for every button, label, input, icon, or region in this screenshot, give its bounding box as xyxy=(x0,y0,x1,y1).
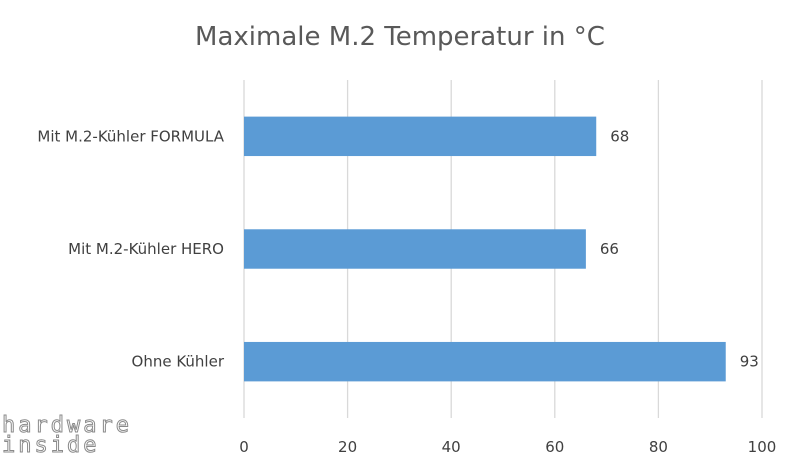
chart-title: Maximale M.2 Temperatur in °C xyxy=(195,22,605,52)
category-label: Mit M.2-Kühler FORMULA xyxy=(37,127,224,145)
x-tick-label: 20 xyxy=(338,438,357,456)
watermark-line-1: hardware xyxy=(2,413,132,438)
watermark-line-2: inside xyxy=(2,433,100,458)
labels: 0 20 40 60 80 100 Mit M.2-Kühler FORMULA 68 Mit … xyxy=(37,127,776,456)
category-label: Mit M.2-Kühler HERO xyxy=(68,240,224,258)
x-tick-label: 80 xyxy=(649,438,668,456)
x-tick-label: 60 xyxy=(545,438,564,456)
data-label: 93 xyxy=(740,353,759,371)
bar xyxy=(244,116,597,157)
x-tick-label: 0 xyxy=(239,438,249,456)
bar xyxy=(244,229,586,269)
data-label: 66 xyxy=(600,240,619,258)
bars xyxy=(244,116,726,382)
category-label: Ohne Kühler xyxy=(132,353,225,371)
bar xyxy=(244,341,726,382)
x-tick-label: 100 xyxy=(748,438,777,456)
watermark-logo: hardware inside xyxy=(2,413,132,458)
x-tick-label: 40 xyxy=(442,438,461,456)
data-label: 68 xyxy=(610,127,629,145)
